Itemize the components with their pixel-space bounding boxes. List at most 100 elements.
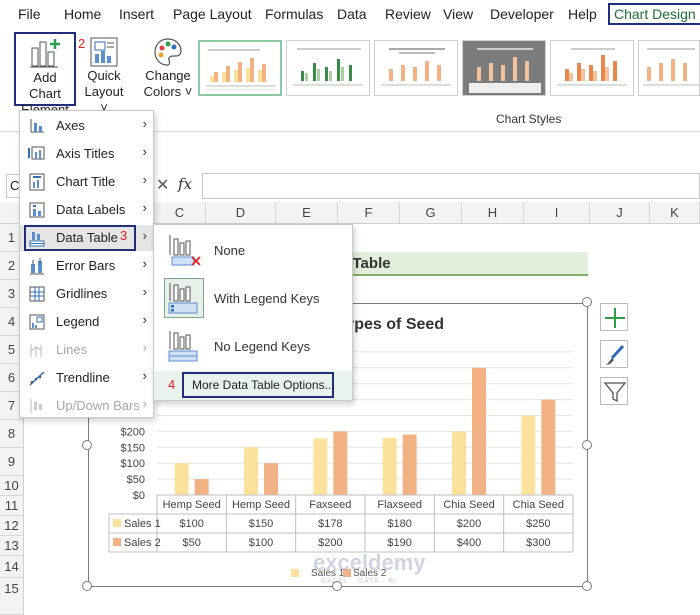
legend-sales-1: Sales 1: [311, 568, 345, 579]
row-header-12[interactable]: 12: [0, 516, 24, 536]
table-value: $200: [318, 537, 342, 549]
column-header-c[interactable]: C: [154, 202, 206, 224]
chart-style-thumb-1[interactable]: [198, 40, 282, 96]
menu-item-data-table[interactable]: Data Table ›: [20, 225, 153, 251]
legend-sales-2: Sales 2: [353, 568, 387, 579]
data-table-option-no-legend-keys[interactable]: No Legend Keys: [154, 323, 352, 369]
column-header-f[interactable]: F: [338, 202, 400, 224]
row-header-10[interactable]: 10: [0, 476, 24, 496]
menu-item-chart-title[interactable]: Chart Title ›: [20, 169, 153, 195]
tab-review[interactable]: Review: [385, 6, 431, 22]
row-header-11[interactable]: 11: [0, 496, 24, 516]
gridlines-icon: [29, 286, 45, 302]
data-labels-icon: [29, 202, 45, 218]
tab-home[interactable]: Home: [64, 6, 102, 22]
row-header-13[interactable]: 13: [0, 536, 24, 556]
row-header-8[interactable]: 8: [0, 420, 24, 448]
formula-input[interactable]: [202, 173, 700, 199]
change-colors-button[interactable]: Change Colors ˅: [142, 32, 194, 106]
tab-formulas[interactable]: Formulas: [265, 6, 324, 22]
data-table-option-with-legend-keys[interactable]: With Legend Keys: [154, 275, 352, 321]
table-category-label: Hemp Seed: [232, 499, 290, 511]
more-options-row: 4 More Data Table Options...: [154, 371, 352, 400]
table-value: $100: [179, 518, 203, 530]
column-header-i[interactable]: I: [524, 202, 590, 224]
formula-bar: C ✕ fx: [0, 172, 700, 200]
menu-item-error-bars[interactable]: Error Bars ›: [20, 253, 153, 279]
chevron-right-icon: ›: [142, 144, 147, 159]
step-number-2: 2: [78, 36, 86, 51]
sheet-title-band: a Table: [338, 252, 588, 276]
column-header-j[interactable]: J: [590, 202, 650, 224]
bar-sales-1: [244, 447, 258, 495]
chevron-right-icon: ›: [142, 396, 147, 411]
menu-item-data-labels-label: Data Labels: [56, 202, 126, 217]
tab-view[interactable]: View: [443, 6, 474, 22]
data-table-option-with-legend-keys-label: With Legend Keys: [214, 291, 320, 306]
menu-item-axes[interactable]: Axes ›: [20, 113, 153, 139]
chart-style-preview-4: [469, 48, 541, 93]
up-down-bars-icon: [30, 399, 42, 413]
quick-layout-button[interactable]: Quick Layout ˅: [80, 32, 128, 115]
row-header-9[interactable]: 9: [0, 448, 24, 476]
data-table-icon: [29, 232, 45, 247]
resize-handle-br[interactable]: [582, 581, 592, 591]
chart-style-thumb-6[interactable]: [638, 40, 700, 96]
chart-style-thumb-4[interactable]: [462, 40, 546, 96]
menu-item-up-down-bars: Up/Down Bars ›: [20, 393, 153, 419]
tab-developer[interactable]: Developer: [490, 6, 554, 22]
add-chart-element-button[interactable]: Add Chart Element ˅: [14, 32, 76, 133]
chart-filters-button[interactable]: [600, 377, 628, 405]
tab-insert[interactable]: Insert: [119, 6, 155, 22]
chart-title[interactable]: : Types of Seed: [327, 316, 445, 333]
table-value: $400: [457, 537, 481, 549]
data-table-option-none[interactable]: None: [154, 227, 352, 273]
bar-sales-2: [333, 431, 348, 495]
resize-handle-bm[interactable]: [332, 581, 342, 591]
chart-title-icon: [29, 173, 45, 191]
resize-handle-ml[interactable]: [82, 440, 92, 450]
row-header-14[interactable]: 14: [0, 556, 24, 578]
chevron-right-icon: ›: [142, 312, 147, 327]
quick-layout-label-2: Layout ˅: [84, 84, 124, 115]
menu-item-chart-title-label: Chart Title: [56, 174, 116, 189]
tab-file[interactable]: File: [18, 6, 41, 22]
chart-style-preview-6: [643, 48, 699, 86]
data-table-no-legend-keys-icon: [168, 331, 198, 362]
fx-icon[interactable]: fx: [178, 175, 193, 193]
resize-handle-bl[interactable]: [82, 581, 92, 591]
chevron-right-icon: ›: [142, 172, 147, 187]
resize-handle-tr[interactable]: [582, 297, 592, 307]
cancel-icon[interactable]: ✕: [156, 177, 170, 194]
legend-icon: [29, 314, 45, 330]
chart-style-thumb-5[interactable]: [550, 40, 634, 96]
tab-page-layout[interactable]: Page Layout: [173, 6, 252, 22]
tab-help[interactable]: Help: [568, 6, 597, 22]
chart-style-thumb-3[interactable]: [374, 40, 458, 96]
column-header-d[interactable]: D: [206, 202, 276, 224]
column-header-e[interactable]: E: [276, 202, 338, 224]
tab-data[interactable]: Data: [337, 6, 367, 22]
menu-item-data-labels[interactable]: Data Labels ›: [20, 197, 153, 223]
bar-sales-2: [402, 434, 417, 495]
chart-elements-button[interactable]: [600, 303, 628, 331]
row-header-15[interactable]: 15: [0, 578, 24, 615]
chevron-right-icon: ›: [142, 228, 147, 243]
menu-item-trendline[interactable]: Trendline ›: [20, 365, 153, 391]
table-category-label: Chia Seed: [513, 499, 564, 511]
column-header-k[interactable]: K: [650, 202, 700, 224]
column-header-g[interactable]: G: [400, 202, 462, 224]
axis-titles-icon: [28, 146, 45, 160]
menu-item-axis-titles[interactable]: Axis Titles ›: [20, 141, 153, 167]
chart-styles-button[interactable]: [600, 340, 628, 368]
chart-styles-group-label: Chart Styles: [496, 112, 562, 126]
tab-chart-design[interactable]: Chart Design: [608, 3, 700, 25]
table-value: $150: [249, 518, 273, 530]
highlight-box: [24, 225, 136, 251]
more-data-table-options-button[interactable]: More Data Table Options...: [182, 372, 335, 398]
column-header-h[interactable]: H: [462, 202, 524, 224]
menu-item-legend[interactable]: Legend ›: [20, 309, 153, 335]
menu-item-gridlines[interactable]: Gridlines ›: [20, 281, 153, 307]
resize-handle-mr[interactable]: [582, 440, 592, 450]
chart-style-thumb-2[interactable]: [286, 40, 370, 96]
